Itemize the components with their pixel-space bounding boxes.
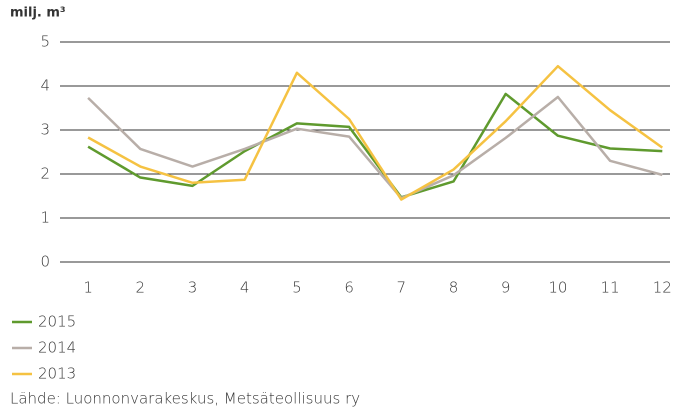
- x-tick-label: 9: [501, 279, 511, 297]
- legend-label: 2014: [38, 339, 76, 357]
- x-tick-label: 6: [344, 279, 354, 297]
- legend-label: 2015: [38, 313, 76, 331]
- x-tick-label: 8: [449, 279, 459, 297]
- x-tick-label: 4: [240, 279, 250, 297]
- y-tick-label: 0: [40, 253, 50, 271]
- y-tick-label: 3: [40, 121, 50, 139]
- source: Lähde: Luonnonvarakeskus, Metsäteollisuu…: [10, 390, 360, 408]
- y-axis-label: milj. m³: [10, 6, 66, 21]
- line: [87, 95, 663, 200]
- x-tick-label: 2: [136, 279, 146, 297]
- legend-label: 2013: [38, 365, 76, 383]
- y-tick-label: 4: [40, 77, 50, 95]
- line: [87, 92, 663, 199]
- y-tick-label: 2: [40, 165, 50, 183]
- x-tick-label: 11: [601, 279, 620, 297]
- x-tick-label: 3: [188, 279, 198, 297]
- line: [87, 64, 664, 201]
- x-tick-label: 12: [653, 279, 672, 297]
- x-tick-label: 7: [397, 279, 407, 297]
- x-tick-label: 5: [292, 279, 302, 297]
- x-tick-label: 10: [548, 279, 567, 297]
- y-tick-label: 1: [40, 209, 50, 227]
- y-tick-label: 5: [40, 33, 50, 51]
- x-tick-label: 1: [83, 279, 93, 297]
